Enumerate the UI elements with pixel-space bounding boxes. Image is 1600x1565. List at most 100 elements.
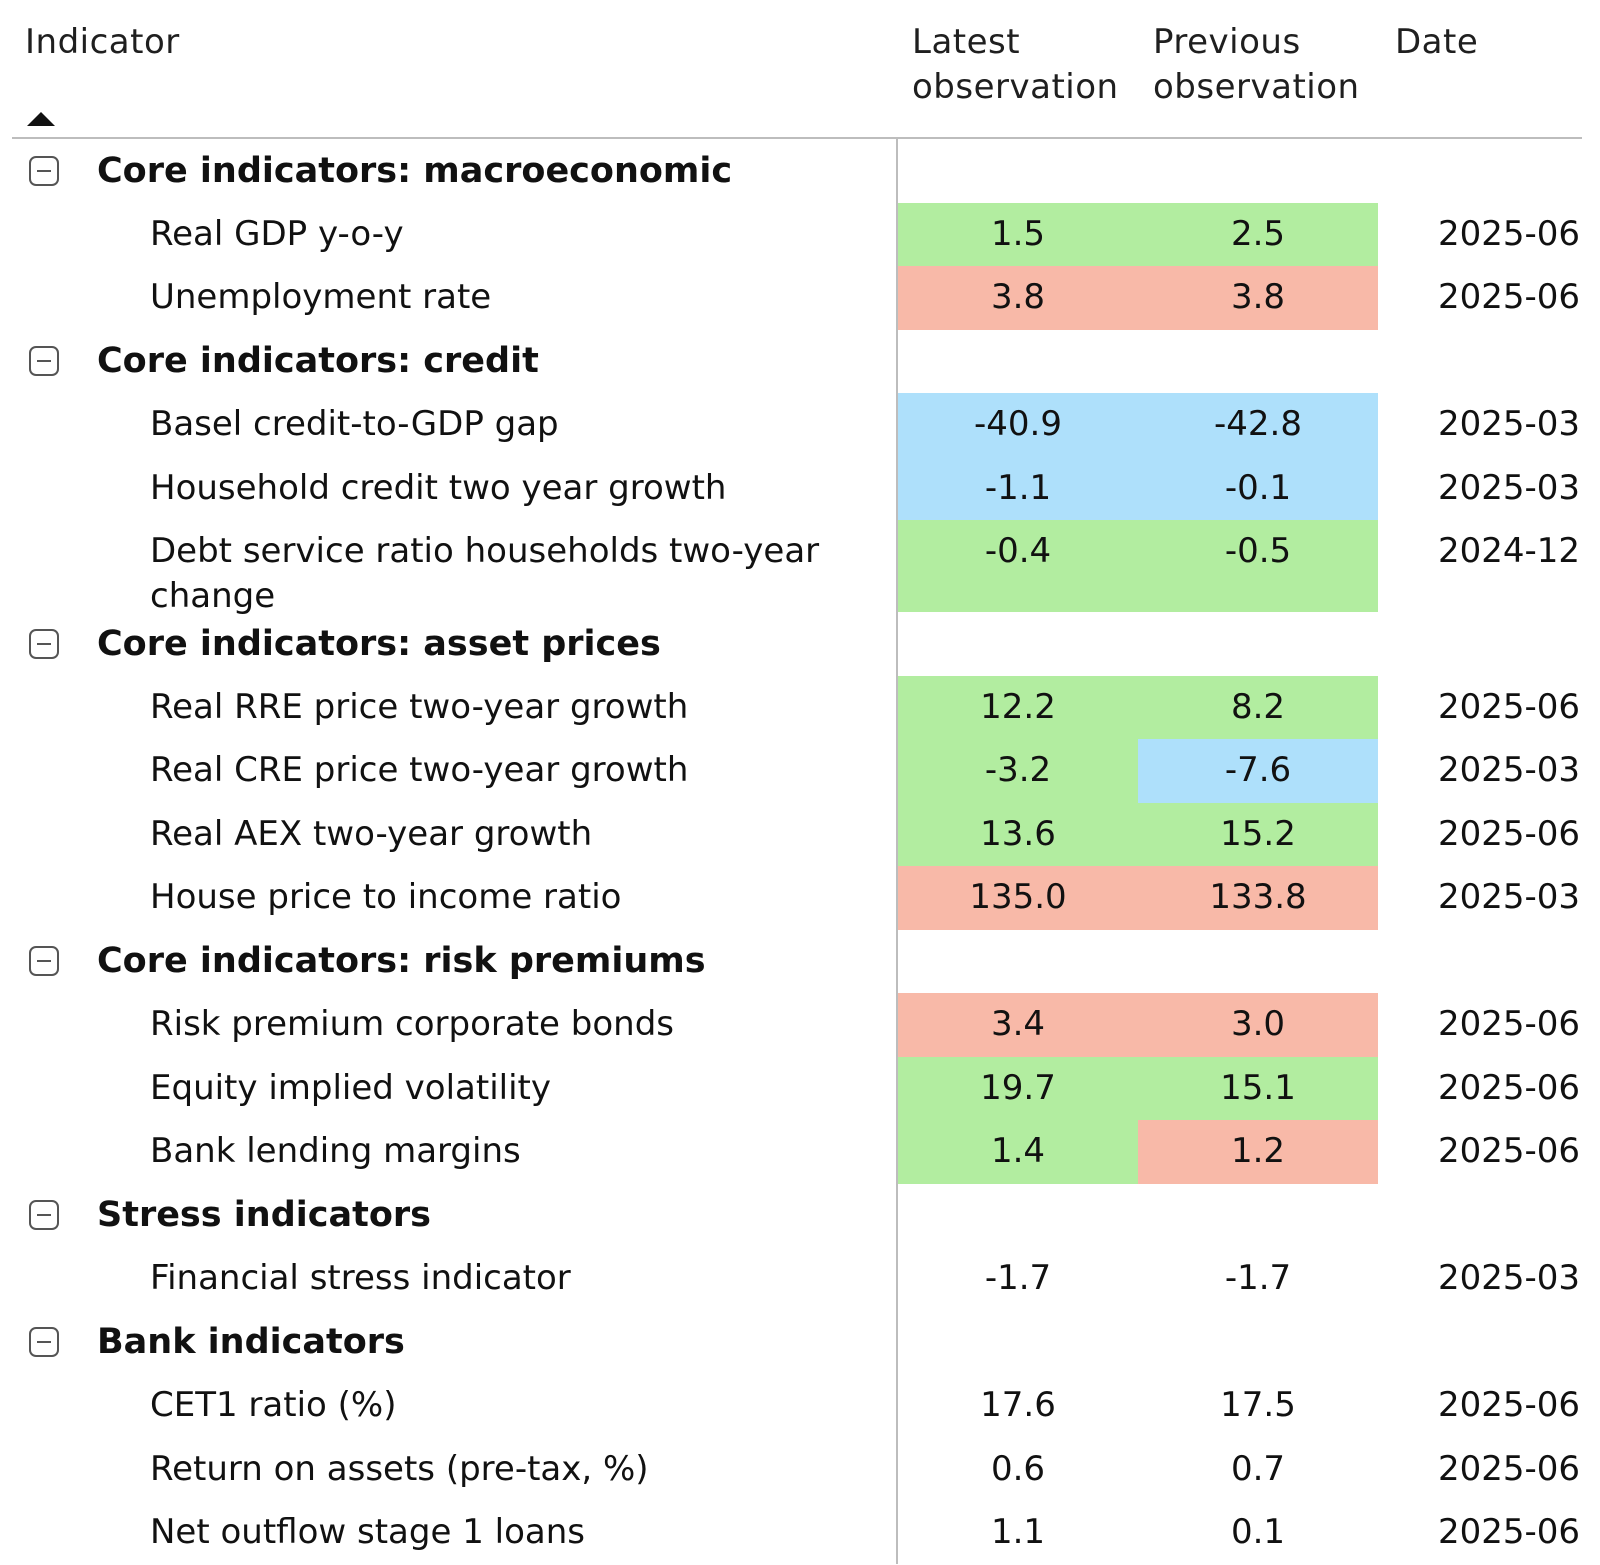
header-date[interactable]: Date [1395,22,1479,62]
date-cell: 2025-03 [1437,750,1580,790]
table-row[interactable]: Basel credit-to-GDP gap -40.9 -42.8 2025-03 [0,393,1600,457]
previous-observation-cell: 2.5 [1138,202,1378,266]
previous-observation-cell: 15.1 [1138,1056,1378,1120]
indicator-label: CET1 ratio (%) [150,1385,397,1426]
header-indicator[interactable]: Indicator [25,22,180,62]
indicator-label: Real AEX two-year growth [150,813,593,854]
previous-observation-cell: -7.6 [1138,739,1378,803]
indicator-label: Risk premium corporate bonds [150,1004,675,1045]
group-row: Core indicators: macroeconomic [0,139,1600,203]
latest-observation-cell: 0.6 [990,1448,1046,1489]
group-row: Core indicators: credit [0,330,1600,394]
previous-observation-cell: 0.7 [1230,1448,1286,1489]
date-cell: 2025-06 [1437,1004,1580,1044]
date-cell: 2025-03 [1437,467,1580,508]
latest-observation-cell: 3.4 [898,993,1138,1057]
latest-observation-cell: 17.6 [980,1385,1056,1425]
table-row[interactable]: CET1 ratio (%) 17.6 17.5 2025-06 [0,1374,1600,1438]
indicator-label: Real GDP y-o-y [150,213,404,254]
collapse-toggle-icon[interactable] [29,155,59,186]
indicator-label: Equity implied volatility [150,1067,551,1108]
table-row[interactable]: Real AEX two-year growth 13.6 15.2 2025-06 [0,802,1600,866]
indicator-label: Real CRE price two-year growth [150,750,689,791]
latest-observation-cell: -3.2 [898,739,1138,803]
table-row[interactable]: House price to income ratio 135.0 133.8 202… [0,866,1600,930]
previous-observation-cell: 8.2 [1138,675,1378,739]
table-row[interactable]: Real CRE price two-year growth -3.2 -7.6 20… [0,739,1600,803]
group-row: Core indicators: asset prices [0,612,1600,676]
header-divider [12,137,1582,139]
table-row[interactable]: Household credit two year growth -1.1 -0.1… [0,456,1600,520]
date-cell: 2025-06 [1437,1385,1580,1425]
header-previous-observation[interactable]: Previous observation [1153,20,1360,110]
previous-observation-cell: 133.8 [1138,866,1378,930]
table-row[interactable]: Financial stress indicator -1.7 -1.7 2025-0… [0,1247,1600,1311]
date-cell: 2025-06 [1437,813,1580,854]
latest-observation-cell: -40.9 [898,393,1138,457]
latest-observation-cell: 1.4 [898,1120,1138,1184]
indicator-label: Debt service ratio households two-year c… [150,531,820,617]
date-cell: 2025-03 [1437,404,1580,444]
latest-observation-cell: -1.1 [898,456,1138,520]
latest-observation-cell: 19.7 [898,1056,1138,1120]
date-cell: 2025-06 [1437,277,1580,317]
previous-observation-cell: -0.1 [1138,456,1378,520]
header-previous-line2: observation [1153,67,1360,107]
table-row[interactable]: Net outflow stage 1 loans 1.1 0.1 2025-06 [0,1501,1600,1565]
collapse-toggle-icon[interactable] [29,1200,59,1231]
collapse-toggle-icon[interactable] [29,628,59,659]
date-cell: 2025-06 [1437,1512,1580,1552]
previous-observation-cell: 15.2 [1138,802,1378,866]
group-label: Core indicators: credit [97,341,539,382]
header-latest-observation[interactable]: Latest observation [912,20,1119,110]
collapse-toggle-icon[interactable] [29,946,59,977]
indicator-label: Basel credit-to-GDP gap [150,404,559,445]
date-cell: 2025-06 [1437,1448,1580,1489]
group-label: Core indicators: macroeconomic [97,150,733,191]
date-cell: 2025-06 [1437,686,1580,727]
previous-observation-cell: -1.7 [1224,1258,1292,1298]
table-row[interactable]: Debt service ratio households two-year c… [0,520,1600,616]
collapse-toggle-icon[interactable] [29,346,59,377]
header-latest-line1: Latest [912,22,1021,62]
latest-observation-cell: -1.7 [984,1258,1052,1298]
group-row: Core indicators: risk premiums [0,930,1600,994]
collapse-toggle-icon[interactable] [29,1327,59,1358]
header-previous-line1: Previous [1153,22,1301,62]
latest-observation-cell: 13.6 [898,802,1138,866]
table-row[interactable]: Risk premium corporate bonds 3.4 3.0 2025-0… [0,993,1600,1057]
indicator-label: House price to income ratio [150,877,622,918]
group-label: Core indicators: risk premiums [97,941,706,982]
sort-ascending-icon[interactable] [27,112,55,126]
latest-observation-cell: 1.1 [990,1512,1046,1552]
indicator-label: Bank lending margins [150,1131,521,1172]
group-label: Bank indicators [97,1322,405,1363]
indicator-label: Financial stress indicator [150,1258,571,1299]
table-row[interactable]: Return on assets (pre-tax, %) 0.6 0.7 2025-… [0,1438,1600,1502]
date-cell: 2025-06 [1437,213,1580,254]
indicator-label: Real RRE price two-year growth [150,686,689,727]
date-cell: 2025-03 [1437,1258,1580,1298]
latest-observation-cell: 3.8 [898,266,1138,330]
indicator-label: Household credit two year growth [150,467,727,508]
header-latest-line2: observation [912,67,1119,107]
table-row[interactable]: Unemployment rate 3.8 3.8 2025-06 [0,266,1600,330]
indicator-label: Unemployment rate [150,277,492,318]
date-cell: 2025-06 [1437,1131,1580,1171]
table-row[interactable]: Bank lending margins 1.4 1.2 2025-06 [0,1120,1600,1184]
date-cell: 2025-06 [1437,1067,1580,1108]
previous-observation-cell: 3.8 [1138,266,1378,330]
table-row[interactable]: Real GDP y-o-y 1.5 2.5 2025-06 [0,202,1600,266]
group-row: Stress indicators [0,1184,1600,1248]
latest-observation-cell: 12.2 [898,675,1138,739]
table-row[interactable]: Equity implied volatility 19.7 15.1 2025-06 [0,1056,1600,1120]
table-row[interactable]: Real RRE price two-year growth 12.2 8.2 202… [0,675,1600,739]
indicator-label: Return on assets (pre-tax, %) [150,1448,649,1489]
latest-observation-cell: 1.5 [898,202,1138,266]
latest-observation-cell: 135.0 [898,866,1138,930]
date-cell: 2024-12 [1437,531,1580,571]
group-label: Core indicators: asset prices [97,623,661,664]
table-header: Indicator Latest observation Previous ob… [0,0,1600,140]
latest-observation-cell: -0.4 [898,520,1138,612]
previous-observation-cell: -42.8 [1138,393,1378,457]
